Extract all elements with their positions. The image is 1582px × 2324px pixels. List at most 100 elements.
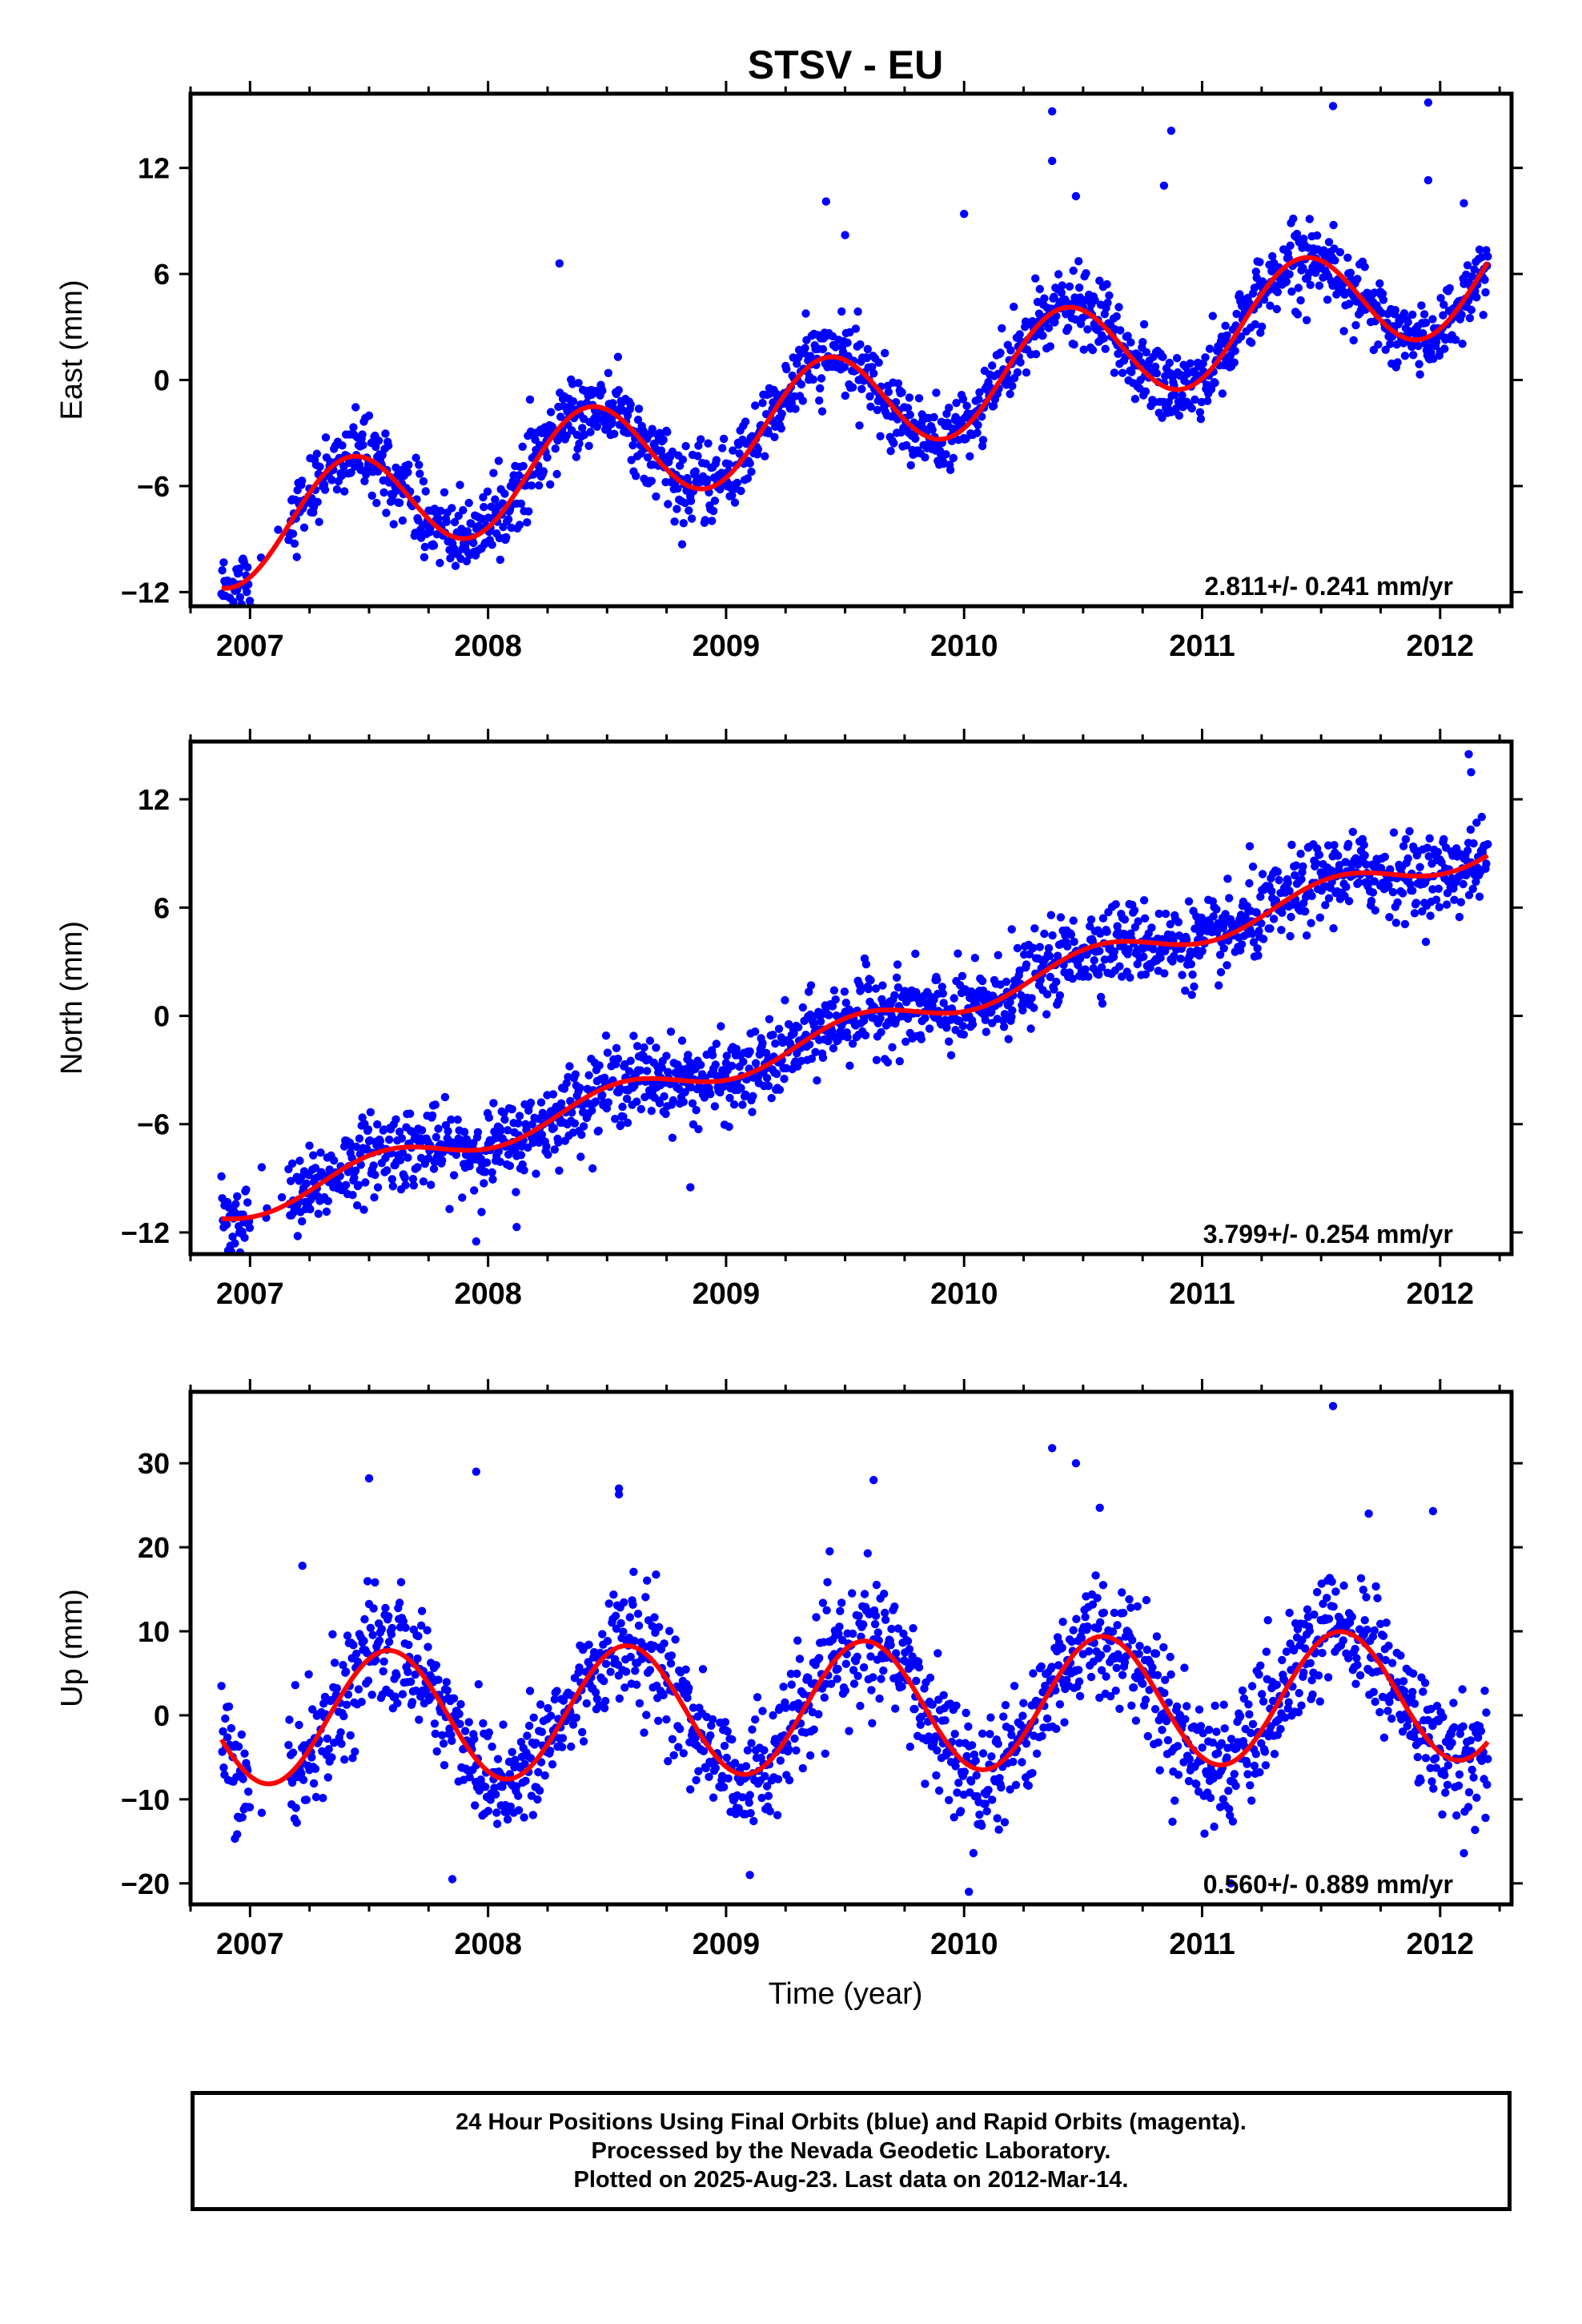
data-point — [1184, 897, 1194, 906]
data-point — [351, 403, 360, 412]
data-point — [524, 507, 533, 516]
data-point — [341, 1667, 351, 1676]
data-point — [1149, 945, 1158, 954]
data-point — [588, 1106, 596, 1115]
data-point — [469, 538, 478, 548]
data-point — [471, 1801, 480, 1810]
data-point — [845, 1061, 854, 1070]
data-point — [336, 1728, 345, 1737]
data-point — [359, 1636, 368, 1646]
data-point — [244, 1787, 253, 1796]
data-point — [1243, 1759, 1251, 1768]
data-point — [1315, 913, 1325, 923]
data-point — [1166, 1670, 1175, 1679]
data-point — [1287, 287, 1296, 296]
data-point — [668, 1735, 677, 1743]
figure-title: STSV - EU — [748, 42, 943, 87]
data-point — [1228, 1817, 1238, 1826]
data-point — [366, 1623, 375, 1633]
data-point — [592, 422, 601, 431]
data-point — [814, 1710, 823, 1719]
data-point — [570, 1119, 580, 1128]
data-point — [848, 1589, 857, 1598]
data-point — [1472, 293, 1481, 302]
data-point — [659, 1691, 668, 1699]
data-point — [1178, 971, 1186, 979]
data-point — [1266, 301, 1275, 310]
data-point — [299, 523, 309, 532]
data-point — [660, 1639, 669, 1648]
data-point — [504, 1150, 513, 1159]
data-point — [1232, 309, 1241, 319]
data-point — [1211, 1701, 1219, 1711]
data-point — [1312, 858, 1321, 868]
data-point — [805, 1010, 815, 1019]
data-point — [1411, 899, 1421, 907]
data-point — [1307, 1675, 1316, 1685]
data-point — [855, 421, 864, 430]
data-point — [762, 1074, 772, 1083]
data-point — [584, 1071, 593, 1080]
data-point — [1400, 352, 1410, 360]
data-point — [1223, 875, 1232, 883]
data-point — [291, 1681, 299, 1690]
data-point — [514, 1119, 523, 1128]
data-point — [946, 1051, 956, 1059]
data-point — [728, 491, 737, 500]
data-point — [831, 995, 840, 1004]
data-point — [636, 1066, 644, 1075]
data-point — [1096, 992, 1106, 1002]
data-point — [678, 455, 688, 464]
data-point — [1481, 287, 1490, 297]
data-point — [1440, 344, 1449, 353]
data-point — [1114, 303, 1123, 312]
data-point — [1223, 961, 1231, 970]
data-point — [708, 1715, 717, 1724]
data-point — [805, 352, 815, 360]
data-point — [954, 949, 962, 958]
data-point — [535, 1786, 544, 1795]
data-point — [825, 1011, 833, 1019]
data-point — [316, 1148, 325, 1157]
data-point — [1126, 338, 1135, 347]
data-point — [483, 487, 492, 496]
outlier-point — [472, 1237, 480, 1246]
data-point — [878, 981, 887, 990]
data-point — [1099, 334, 1109, 343]
data-point — [440, 1092, 450, 1102]
data-point — [404, 468, 412, 476]
data-point — [971, 1756, 980, 1765]
data-point — [619, 1627, 628, 1636]
data-point — [575, 1663, 584, 1672]
data-point — [1472, 877, 1480, 887]
data-point — [861, 1031, 870, 1040]
data-point — [223, 1220, 231, 1229]
data-point — [1141, 387, 1150, 396]
data-point — [856, 340, 865, 349]
data-point — [629, 1031, 638, 1040]
data-point — [302, 1795, 311, 1804]
data-point — [384, 1638, 394, 1647]
data-point — [218, 566, 227, 575]
data-point — [1131, 1716, 1141, 1725]
data-point — [616, 1120, 625, 1129]
data-point — [654, 1622, 664, 1632]
data-point — [536, 1700, 545, 1709]
data-point — [1048, 931, 1057, 940]
data-point — [1329, 220, 1338, 230]
data-point — [1165, 358, 1174, 368]
data-point — [1160, 969, 1169, 978]
data-point — [1268, 251, 1277, 261]
data-point — [557, 1743, 567, 1751]
data-point — [323, 1734, 331, 1743]
data-point — [536, 1098, 546, 1107]
data-point — [238, 1813, 247, 1822]
data-point — [1351, 1679, 1360, 1688]
data-point — [398, 516, 408, 525]
data-point — [363, 1577, 372, 1586]
data-point — [1118, 1608, 1128, 1618]
data-point — [697, 435, 705, 444]
data-point — [1046, 342, 1055, 351]
data-point — [952, 1701, 961, 1710]
outlier-point — [1460, 199, 1468, 207]
